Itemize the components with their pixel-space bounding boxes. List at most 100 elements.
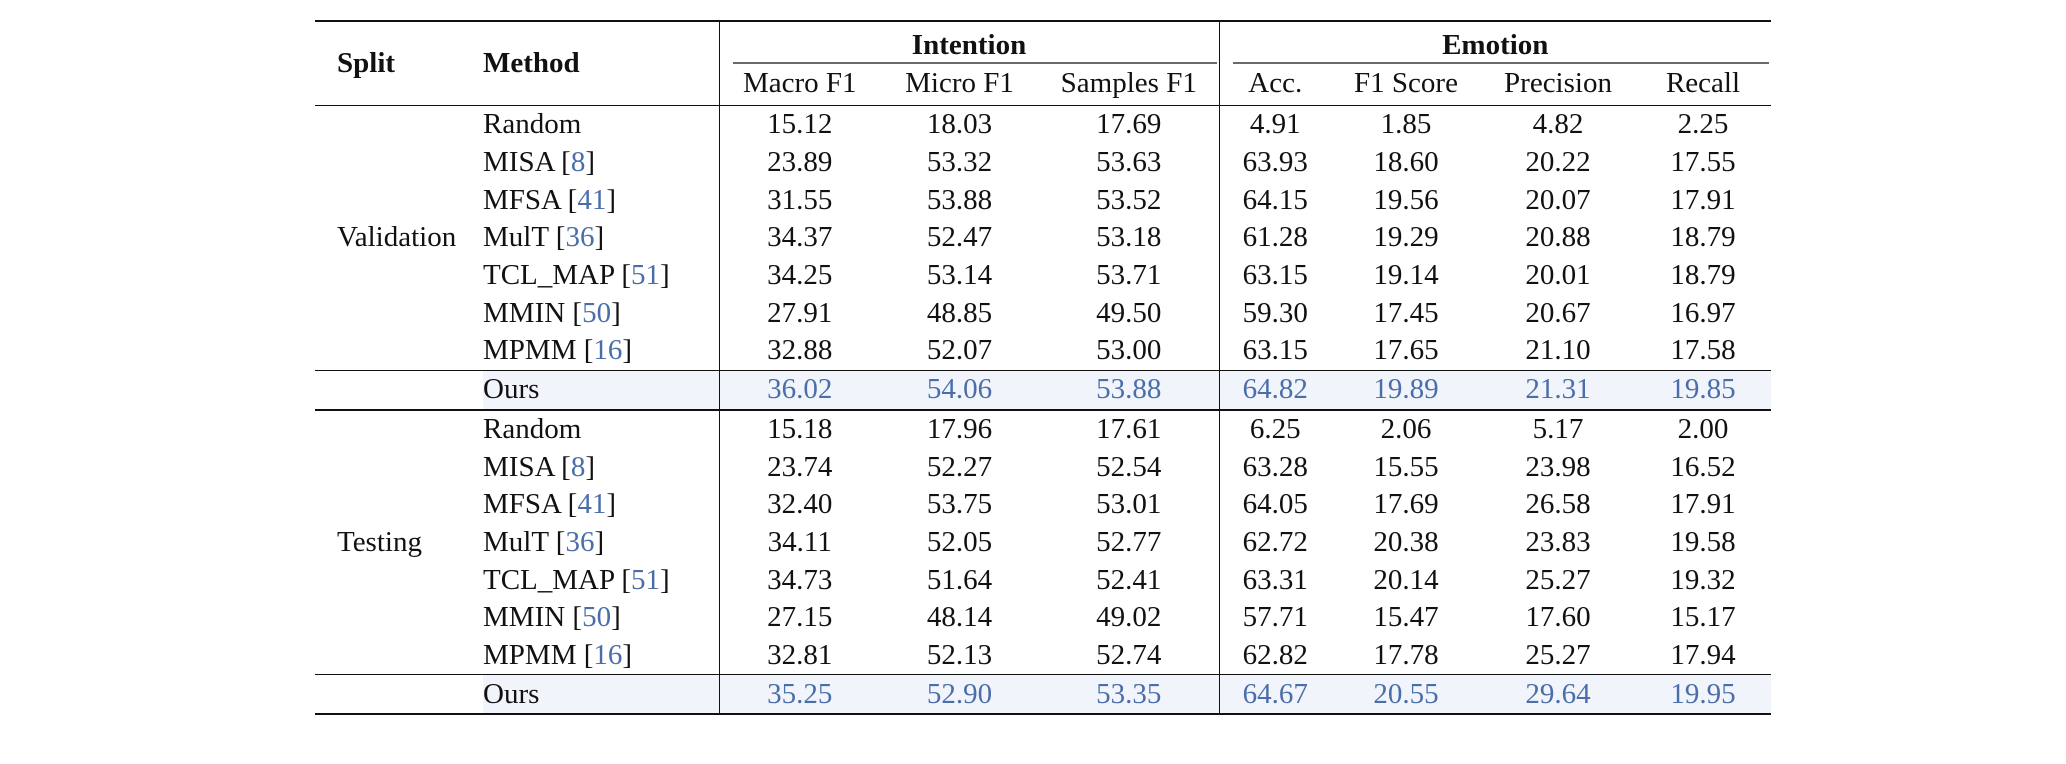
method-name: Random: [483, 412, 582, 445]
value-cell: 48.14: [926, 601, 993, 634]
value-cell: 20.07: [1525, 183, 1591, 216]
table-row: TCL_MAP [51] 34.73 51.64 52.41 63.31 20.14 25.…: [315, 561, 1771, 599]
value-cell: 52.77: [1096, 525, 1162, 558]
value-cell: 17.78: [1373, 638, 1439, 671]
intention-header: Intention: [718, 22, 1219, 62]
citation-link[interactable]: 50: [582, 296, 612, 329]
method-name: Random: [483, 108, 582, 141]
method-cell: MISA [8]: [483, 146, 596, 179]
method-cell: MISA [8]: [483, 450, 596, 483]
value-cell: 4.82: [1532, 108, 1584, 141]
ours-value-cell: 19.95: [1635, 674, 1771, 714]
value-cell: 63.31: [1218, 561, 1331, 599]
emotion-label: Emotion: [1442, 29, 1549, 61]
value-cell: 34.25: [718, 256, 880, 295]
value-cell: 19.32: [1670, 563, 1736, 596]
value-cell: 25.27: [1525, 638, 1591, 671]
citation-link[interactable]: 41: [577, 488, 607, 521]
value-cell: 27.15: [718, 598, 880, 637]
value-cell: 63.15: [1218, 256, 1331, 295]
table-row: Testing Random 15.18 17.96 17.61 6.25 2.06 5.17…: [315, 410, 1771, 558]
ours-value-cell: 21.31: [1481, 369, 1635, 409]
col-header: Micro F1: [905, 67, 1014, 99]
method-name: MPMM: [483, 638, 577, 671]
bottom-rule: [315, 713, 1771, 716]
citation-link[interactable]: 36: [565, 525, 595, 558]
method-name: MMIN: [483, 296, 566, 329]
value-cell: 20.67: [1525, 296, 1591, 329]
method-name: MulT: [483, 525, 549, 558]
value-cell: 20.14: [1373, 563, 1439, 596]
value-cell: 19.29: [1373, 221, 1439, 254]
value-cell: 18.60: [1373, 146, 1439, 179]
citation-link[interactable]: 51: [630, 563, 660, 596]
citation-link[interactable]: 16: [593, 638, 623, 671]
table-row: MISA [8] 23.74 52.27 52.54 63.28 15.55 23.98 16…: [315, 448, 1771, 486]
value-cell: 18.79: [1670, 221, 1736, 254]
split-header: Split: [337, 47, 396, 79]
value-cell: 52.47: [926, 221, 993, 254]
value-cell: 17.65: [1373, 334, 1439, 367]
method-name: Ours: [483, 369, 719, 409]
value-cell: 17.45: [1373, 296, 1439, 329]
double-rule-a: [315, 408, 1771, 410]
value-cell: 1.85: [1380, 108, 1432, 141]
table-row: MISA [8] 23.89 53.32 53.63 63.93 18.60 20.22 17…: [315, 143, 1771, 182]
value-cell: 53.00: [1096, 334, 1162, 367]
value-cell: 52.07: [926, 334, 993, 367]
method-name: MFSA: [483, 183, 561, 216]
value-cell: 17.61: [1096, 412, 1162, 445]
value-cell: 32.40: [718, 485, 880, 524]
value-cell: 57.71: [1218, 598, 1331, 637]
citation-link[interactable]: 41: [577, 183, 607, 216]
col-header: F1 Score: [1354, 67, 1458, 99]
value-cell: 63.93: [1218, 143, 1331, 182]
table-row: MPMM [16] 32.88 52.07 53.00 63.15 17.65 21.10 1…: [315, 332, 1771, 371]
method-cell: MPMM [16]: [483, 334, 633, 367]
method-cell: MMIN [50]: [483, 296, 621, 329]
empty-cell: [315, 674, 483, 714]
value-cell: 53.63: [1096, 146, 1162, 179]
value-cell: 20.01: [1525, 259, 1591, 292]
ours-value-cell: 53.35: [1039, 674, 1219, 714]
value-cell: 53.18: [1096, 221, 1162, 254]
value-cell: 19.14: [1373, 259, 1439, 292]
method-name: MPMM: [483, 334, 577, 367]
citation-link[interactable]: 50: [582, 601, 612, 634]
method-cell: Random: [483, 106, 719, 144]
method-cell: MFSA [41]: [483, 183, 616, 216]
citation-link[interactable]: 36: [565, 221, 595, 254]
value-cell: 53.01: [1096, 488, 1162, 521]
ours-value-cell: 64.67: [1218, 674, 1331, 714]
value-cell: 52.54: [1096, 450, 1162, 483]
header-rule: [315, 105, 1771, 106]
value-cell: 49.50: [1096, 296, 1162, 329]
value-cell: 53.75: [926, 488, 993, 521]
value-cell: 64.05: [1218, 485, 1331, 524]
value-cell: 2.00: [1677, 412, 1729, 445]
value-cell: 53.88: [926, 183, 993, 216]
ours-value-cell: 36.02: [718, 369, 880, 409]
value-cell: 23.74: [718, 448, 880, 486]
method-cell: MulT [36]: [483, 221, 605, 254]
table-row: MFSA [41] 31.55 53.88 53.52 64.15 19.56 20.07 1…: [315, 181, 1771, 220]
value-cell: 17.58: [1670, 334, 1736, 367]
citation-link[interactable]: 8: [570, 450, 586, 483]
table-row: MMIN [50] 27.15 48.14 49.02 57.71 15.47 17.60 1…: [315, 598, 1771, 637]
citation-link[interactable]: 8: [570, 146, 586, 179]
method-name: MISA: [483, 146, 554, 179]
citation-link[interactable]: 16: [593, 334, 623, 367]
col-header: Macro F1: [718, 62, 880, 106]
value-cell: 23.89: [718, 143, 880, 182]
table-row: MPMM [16] 32.81 52.13 52.74 62.82 17.78 25.27 1…: [315, 636, 1771, 675]
citation-link[interactable]: 51: [630, 259, 660, 292]
value-cell: 48.85: [926, 296, 993, 329]
value-cell: 19.58: [1670, 525, 1736, 558]
ours-value-cell: 35.25: [718, 674, 880, 714]
method-cell: MulT [36]: [483, 525, 605, 558]
method-cell: MPMM [16]: [483, 638, 633, 671]
results-table: Split Method Intention Emotion Macro F1 …: [315, 20, 1771, 716]
method-name: TCL_MAP: [483, 563, 615, 596]
value-cell: 63.28: [1218, 448, 1331, 486]
value-cell: 6.25: [1218, 410, 1331, 449]
